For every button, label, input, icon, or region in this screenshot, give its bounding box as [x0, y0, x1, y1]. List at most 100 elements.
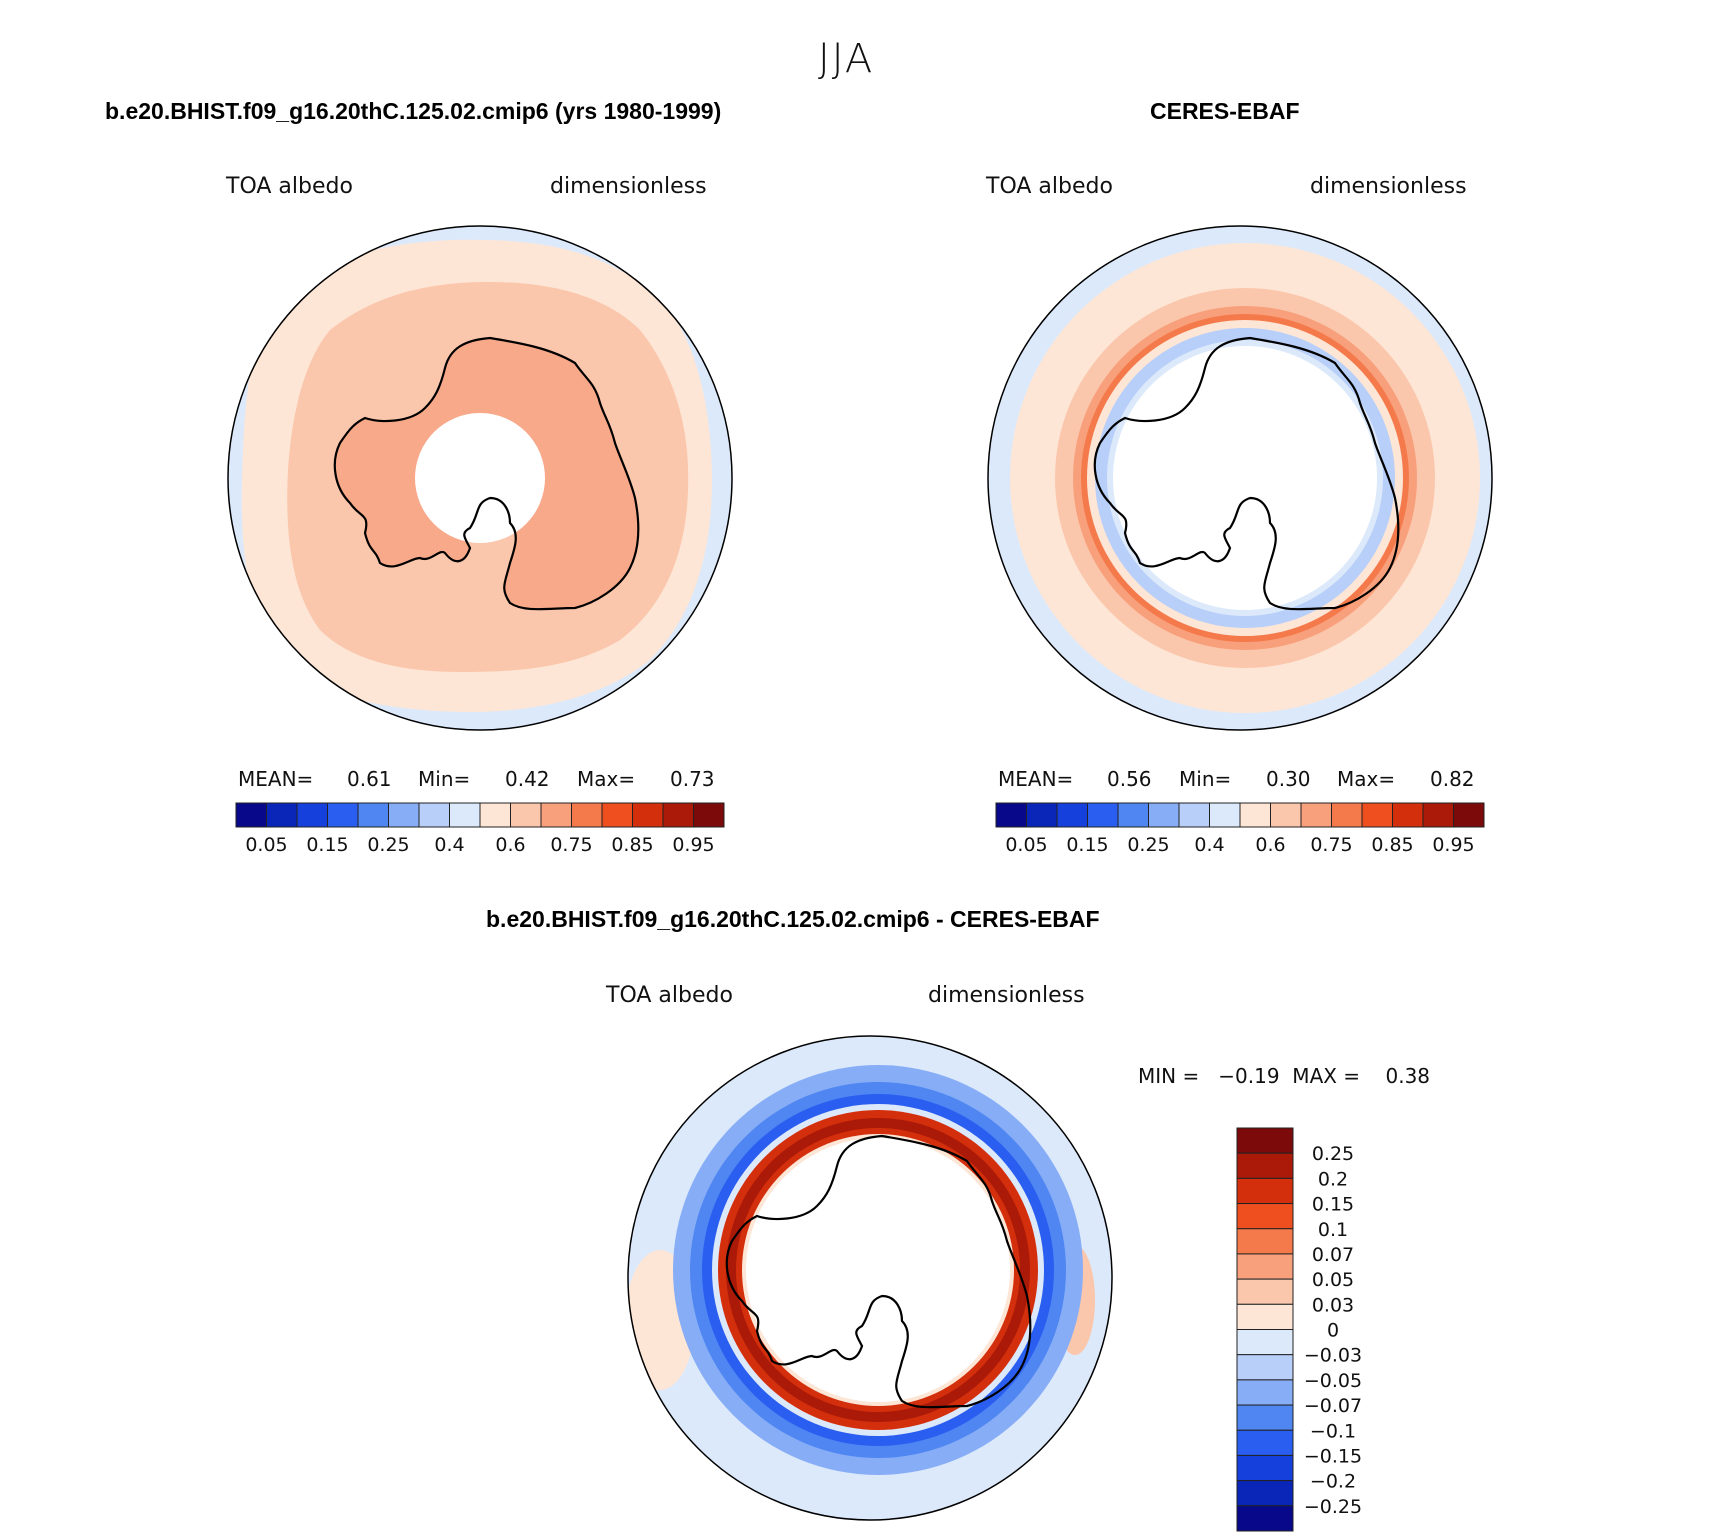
model-colorbar-cell	[418, 802, 450, 828]
model-panel-title: b.e20.BHIST.f09_g16.20thC.125.02.cmip6 (…	[105, 98, 722, 124]
obs-map-border	[987, 225, 1493, 731]
diff-colorbar-cell	[1236, 1278, 1294, 1305]
diff-colorbar-tick-label: −0.07	[1304, 1395, 1362, 1417]
obs-colorbar-cell	[1239, 802, 1271, 828]
obs-colorbar-cell	[1453, 802, 1485, 828]
diff-colorbar-tick-label: 0.05	[1312, 1269, 1354, 1291]
diff-colorbar-cell	[1236, 1127, 1294, 1154]
obs-polar-cap	[1113, 346, 1377, 610]
diff-colorbar-tick-label: −0.15	[1304, 1445, 1362, 1467]
obs-colorbar-cell	[1422, 802, 1454, 828]
diff-colorbar-tick-label: 0.25	[1312, 1143, 1354, 1165]
diff-colorbar-tick-label: 0.1	[1318, 1219, 1348, 1241]
diff-colorbar-cell	[1236, 1429, 1294, 1456]
diff-colorbar-tick-label: 0.03	[1312, 1294, 1354, 1316]
model-colorbar-cell	[479, 802, 511, 828]
model-polar-hole	[415, 413, 545, 543]
diff-units-label: dimensionless	[928, 983, 1085, 1008]
model-map-border	[227, 225, 733, 731]
diff-polar-cap	[746, 1138, 1010, 1402]
model-mean-value: 0.61	[347, 767, 392, 791]
diff-colorbar-cell	[1236, 1253, 1294, 1280]
obs-colorbar-cell	[1361, 802, 1393, 828]
obs-min-value: 0.30	[1266, 767, 1311, 791]
model-colorbar-cell	[327, 802, 359, 828]
obs-colorbar-cell	[1392, 802, 1424, 828]
obs-colorbar-tick-label: 0.05	[1005, 834, 1047, 856]
obs-units-label: dimensionless	[1310, 174, 1467, 199]
obs-colorbar-tick-label: 0.75	[1310, 834, 1352, 856]
obs-colorbar-cell	[995, 802, 1027, 828]
obs-panel-title: CERES-EBAF	[1150, 98, 1300, 124]
diff-map-border	[627, 1035, 1113, 1521]
obs-colorbar-cell	[1056, 802, 1088, 828]
model-colorbar-cell	[510, 802, 542, 828]
model-colorbar-tick-label: 0.95	[672, 834, 714, 856]
model-min-value: 0.42	[505, 767, 550, 791]
obs-colorbar-cell	[1209, 802, 1241, 828]
diff-colorbar-tick-label: −0.2	[1310, 1471, 1356, 1493]
model-colorbar-cell	[540, 802, 572, 828]
model-colorbar-cell	[449, 802, 481, 828]
model-variable-label: TOA albedo	[226, 174, 353, 199]
model-map	[227, 225, 733, 731]
obs-colorbar-cell	[1026, 802, 1058, 828]
model-colorbar-tick-label: 0.15	[306, 834, 348, 856]
diff-colorbar-tick-label: −0.25	[1304, 1496, 1362, 1518]
obs-colorbar-cell	[1087, 802, 1119, 828]
obs-colorbar-tick-label: 0.6	[1255, 834, 1285, 856]
diff-colorbar-cell	[1236, 1152, 1294, 1179]
diff-colorbar-tick-label: 0	[1327, 1320, 1339, 1342]
obs-colorbar-tick-label: 0.25	[1127, 834, 1169, 856]
model-colorbar-cell	[632, 802, 664, 828]
obs-mean-value: 0.56	[1107, 767, 1152, 791]
model-colorbar-tick-label: 0.75	[550, 834, 592, 856]
obs-variable-label: TOA albedo	[986, 174, 1113, 199]
obs-min-label: Min=	[1179, 767, 1232, 791]
obs-colorbar-cell	[1117, 802, 1149, 828]
model-max-label: Max=	[577, 767, 636, 791]
diff-colorbar-cell	[1236, 1203, 1294, 1230]
model-colorbar-cell	[693, 802, 725, 828]
obs-colorbar: 0.05 0.15 0.25 0.4 0.6 0.75 0.85 0.95	[995, 802, 1485, 856]
diff-colorbar-cell	[1236, 1303, 1294, 1330]
obs-colorbar-tick-label: 0.95	[1432, 834, 1474, 856]
model-colorbar-tick-label: 0.85	[611, 834, 653, 856]
model-colorbar-cell	[388, 802, 420, 828]
diff-panel-title: b.e20.BHIST.f09_g16.20thC.125.02.cmip6 -…	[486, 906, 1100, 932]
model-colorbar-cell	[266, 802, 298, 828]
model-colorbar-cell	[571, 802, 603, 828]
obs-colorbar-cell	[1148, 802, 1180, 828]
diff-colorbar-cell	[1236, 1379, 1294, 1406]
diff-colorbar-cell	[1236, 1404, 1294, 1431]
diff-colorbar-cell	[1236, 1354, 1294, 1381]
model-units-label: dimensionless	[550, 174, 707, 199]
obs-mean-label: MEAN=	[998, 767, 1074, 791]
obs-colorbar-cell	[1178, 802, 1210, 828]
diff-colorbar-tick-label: −0.1	[1310, 1420, 1356, 1442]
diff-colorbar-cell	[1236, 1480, 1294, 1507]
model-colorbar: 0.05 0.15 0.25 0.4 0.6 0.75 0.85 0.95	[235, 802, 725, 856]
diff-minmax-text: MIN = −0.19 MAX = 0.38	[1138, 1064, 1431, 1088]
model-max-value: 0.73	[670, 767, 715, 791]
model-colorbar-cell	[662, 802, 694, 828]
diff-colorbar-cell	[1236, 1505, 1294, 1532]
diff-colorbar-cell	[1236, 1329, 1294, 1356]
model-colorbar-cell	[235, 802, 267, 828]
diff-colorbar: 0.25 0.2 0.15 0.1 0.07 0.05 0.03 0 −0.03 −0.05 −0.…	[1236, 1127, 1362, 1532]
obs-colorbar-cell	[1331, 802, 1363, 828]
diff-colorbar-tick-label: −0.03	[1304, 1345, 1362, 1367]
diff-colorbar-tick-label: 0.07	[1312, 1244, 1354, 1266]
diff-colorbar-tick-label: 0.2	[1318, 1168, 1348, 1190]
model-colorbar-tick-label: 0.25	[367, 834, 409, 856]
model-colorbar-tick-label: 0.6	[495, 834, 525, 856]
diff-colorbar-cell	[1236, 1177, 1294, 1205]
model-mean-label: MEAN=	[238, 767, 314, 791]
diff-colorbar-tick-label: −0.05	[1304, 1370, 1362, 1392]
model-min-label: Min=	[418, 767, 471, 791]
obs-max-value: 0.82	[1430, 767, 1475, 791]
model-colorbar-tick-label: 0.4	[434, 834, 464, 856]
model-colorbar-cell	[601, 802, 633, 828]
model-colorbar-cell	[357, 802, 389, 828]
